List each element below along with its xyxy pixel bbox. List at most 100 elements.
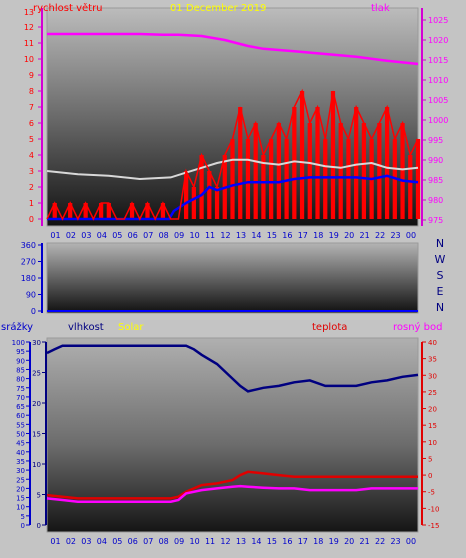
- top-x-tick-label: 19: [329, 231, 339, 240]
- humidity-label: vlhkost: [68, 322, 104, 333]
- pressure-tick-label: 985: [428, 176, 443, 185]
- humidity-tick-label: 25: [32, 370, 41, 378]
- bottom-x-tick-label: 23: [390, 537, 400, 546]
- chart-date: 01 December 2019: [170, 3, 266, 14]
- precip-tick-label: 30: [16, 467, 25, 475]
- top-x-tick-label: 18: [313, 231, 323, 240]
- bottom-x-tick-label: 17: [298, 537, 308, 546]
- top-x-tick-label: 04: [97, 231, 107, 240]
- wind-bar: [52, 203, 57, 219]
- bottom-x-tick-label: 12: [220, 537, 230, 546]
- precip-tick-label: 80: [16, 376, 25, 384]
- top-x-tick-label: 02: [66, 231, 76, 240]
- wind-bar: [207, 171, 212, 219]
- top-x-tick-label: 15: [267, 231, 277, 240]
- top-x-tick-label: 06: [128, 231, 138, 240]
- wind-bar: [191, 187, 196, 219]
- precip-tick-label: 60: [16, 412, 25, 420]
- top-x-tick-label: 09: [174, 231, 184, 240]
- wind-tick-label: 10: [24, 55, 34, 64]
- wind-bar: [292, 107, 297, 219]
- wind-bar: [377, 123, 382, 219]
- wind-bar: [354, 107, 359, 219]
- wind-bar: [261, 155, 266, 219]
- humidity-tick-label: 20: [32, 400, 41, 408]
- compass-label: E: [437, 285, 444, 298]
- bottom-x-tick-label: 21: [360, 537, 370, 546]
- gust-average-line: [46, 158, 419, 181]
- direction-tick-label: 90: [26, 291, 36, 300]
- precip-tick-label: 5: [21, 513, 25, 521]
- bottom-x-tick-label: 03: [81, 537, 91, 546]
- wind-tick-label: 9: [29, 71, 34, 80]
- pressure-tick-label: 980: [428, 196, 443, 205]
- top-x-tick-label: 16: [282, 231, 292, 240]
- wind-bar: [145, 203, 150, 219]
- temperature-tick-label: 30: [428, 372, 437, 380]
- bottom-x-tick-label: 07: [143, 537, 153, 546]
- wind-tick-label: 13: [24, 8, 34, 17]
- compass-label: S: [437, 269, 444, 282]
- pressure-tick-label: 1025: [428, 16, 448, 25]
- wind-tick-label: 7: [29, 103, 34, 112]
- wind-tick-label: 4: [29, 151, 34, 160]
- bottom-x-tick-label: 04: [97, 537, 107, 546]
- bottom-x-tick-label: 15: [267, 537, 277, 546]
- wind-bar: [83, 203, 88, 219]
- wind-bar: [106, 203, 111, 219]
- bottom-x-tick-label: 22: [375, 537, 385, 546]
- wind-tick-label: 11: [24, 39, 34, 48]
- bottom-x-tick-label: 05: [112, 537, 122, 546]
- pressure-tick-label: 975: [428, 216, 443, 225]
- precip-tick-label: 70: [16, 394, 25, 402]
- wind-bar: [276, 123, 282, 219]
- wind-tick-label: 3: [29, 167, 34, 176]
- solar-label: Solar: [118, 322, 144, 333]
- temperature-tick-label: 10: [428, 439, 437, 447]
- humidity-tick-label: 15: [32, 431, 41, 439]
- wind-bar: [408, 155, 413, 219]
- wind-tick-label: 8: [29, 87, 34, 96]
- top-x-tick-label: 03: [81, 231, 91, 240]
- pressure-line: [47, 32, 419, 66]
- bottom-x-tick-label: 18: [313, 537, 323, 546]
- temperature-tick-label: 5: [428, 455, 432, 463]
- precip-tick-label: 0: [21, 522, 25, 530]
- humidity-tick-label: 0: [37, 522, 41, 530]
- top-x-tick-label: 20: [344, 231, 354, 240]
- precip-tick-label: 15: [16, 495, 25, 503]
- bottom-x-tick-label: 08: [159, 537, 169, 546]
- pressure-tick-label: 1000: [428, 116, 448, 125]
- wind-bar: [384, 107, 390, 219]
- precip-tick-label: 55: [16, 421, 25, 429]
- precip-tick-label: 35: [16, 458, 25, 466]
- direction-tick-label: 180: [21, 274, 36, 283]
- pressure-label: tlak: [371, 3, 390, 14]
- temperature-line: [46, 470, 418, 500]
- temperature-tick-label: 35: [428, 356, 437, 364]
- wind-speed-line: [46, 88, 419, 221]
- temperature-tick-label: 15: [428, 422, 437, 430]
- wind-tick-label: 2: [29, 183, 34, 192]
- wind-bar: [230, 139, 235, 219]
- wind-bar: [245, 139, 251, 219]
- wind-bar: [299, 91, 305, 219]
- top-x-tick-label: 23: [390, 231, 400, 240]
- wind-bar: [183, 171, 189, 219]
- bottom-x-tick-label: 00: [406, 537, 416, 546]
- wind-tick-label: 12: [24, 23, 34, 32]
- wind-average-line: [47, 174, 419, 221]
- top-x-tick-label: 07: [143, 231, 153, 240]
- pressure-tick-label: 1010: [428, 76, 448, 85]
- bottom-x-tick-label: 10: [189, 537, 199, 546]
- temperature-tick-label: 0: [428, 472, 432, 480]
- temperature-tick-label: 20: [428, 406, 437, 414]
- precip-tick-label: 25: [16, 476, 25, 484]
- bottom-panel-bg: [46, 337, 419, 533]
- direction-tick-label: 270: [21, 258, 36, 267]
- top-x-tick-label: 13: [236, 231, 246, 240]
- wind-bar: [253, 123, 258, 219]
- pressure-tick-label: 1005: [428, 96, 448, 105]
- precip-tick-label: 50: [16, 431, 25, 439]
- wind-tick-label: 0: [29, 215, 34, 224]
